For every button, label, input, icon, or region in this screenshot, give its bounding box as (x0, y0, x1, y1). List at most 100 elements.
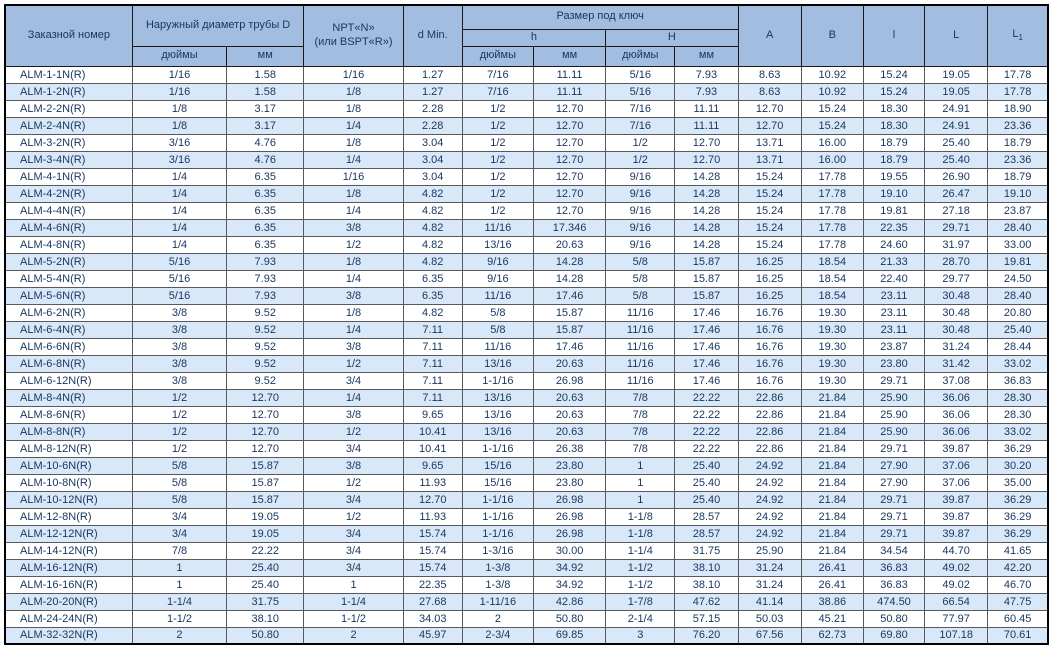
value-cell: 3.04 (402, 167, 463, 186)
value-cell: 21.84 (800, 507, 864, 526)
header-H-mm: мм (674, 45, 739, 67)
value-cell: 1/4 (131, 218, 228, 237)
value-cell: 11.11 (532, 65, 607, 84)
value-cell: 7.93 (226, 269, 305, 288)
value-cell: 7/8 (605, 405, 676, 424)
value-cell: 1/4 (131, 235, 228, 254)
value-cell: 1/2 (605, 150, 676, 169)
value-cell: 17.78 (800, 218, 864, 237)
value-cell: 69.85 (532, 626, 607, 645)
value-cell: 31.75 (226, 592, 305, 611)
value-cell: 18.79 (987, 167, 1049, 186)
table-row: ALM-1-2N(R) 1/16 1.58 1/8 1.27 7/16 11.11 5/16 7… (4, 82, 1049, 101)
value-cell: 3.04 (402, 133, 463, 152)
value-cell: 24.91 (924, 116, 989, 135)
value-cell: 60.45 (987, 609, 1049, 628)
value-cell: 15/16 (461, 473, 534, 492)
value-cell: 28.30 (987, 405, 1049, 424)
value-cell: 39.87 (924, 490, 989, 509)
value-cell: 3/4 (303, 541, 404, 560)
value-cell: 19.81 (862, 201, 926, 220)
value-cell: 9.52 (226, 354, 305, 373)
value-cell: 3/4 (303, 558, 404, 577)
header-h-upper: H (605, 28, 739, 47)
table-row: ALM-12-8N(R) 3/4 19.05 1/2 11.93 1-1/16 26.98 1… (4, 507, 1049, 526)
value-cell: 6.35 (226, 218, 305, 237)
value-cell: 1 (605, 456, 676, 475)
value-cell: 9/16 (605, 184, 676, 203)
value-cell: 21.33 (862, 252, 926, 271)
value-cell: 3/16 (131, 133, 228, 152)
value-cell: 15/16 (461, 456, 534, 475)
value-cell: 21.84 (800, 524, 864, 543)
order-number-cell: ALM-24-24N(R) (4, 609, 133, 628)
order-number-cell: ALM-20-20N(R) (4, 592, 133, 611)
value-cell: 49.02 (924, 558, 989, 577)
value-cell: 47.75 (987, 592, 1049, 611)
value-cell: 14.28 (674, 218, 739, 237)
value-cell: 1/16 (131, 82, 228, 101)
header-l1-base: L (1012, 28, 1019, 41)
value-cell: 4.76 (226, 133, 305, 152)
value-cell: 66.54 (924, 592, 989, 611)
value-cell: 1 (131, 558, 228, 577)
value-cell: 5/8 (131, 456, 228, 475)
value-cell: 28.40 (987, 218, 1049, 237)
value-cell: 28.70 (924, 252, 989, 271)
value-cell: 19.30 (800, 354, 864, 373)
value-cell: 7.93 (674, 65, 739, 84)
value-cell: 13/16 (461, 422, 534, 441)
value-cell: 2 (461, 609, 534, 628)
value-cell: 21.84 (800, 456, 864, 475)
value-cell: 7.11 (402, 354, 463, 373)
table-row: ALM-10-8N(R) 5/8 15.87 1/2 11.93 15/16 23.80 1 2… (4, 473, 1049, 492)
dimensions-table: Заказной номер Наружный диаметр трубы D … (4, 4, 1049, 645)
value-cell: 12.70 (532, 167, 607, 186)
value-cell: 3/8 (303, 405, 404, 424)
value-cell: 3/8 (131, 320, 228, 339)
value-cell: 18.30 (862, 116, 926, 135)
value-cell: 34.54 (862, 541, 926, 560)
value-cell: 25.90 (862, 388, 926, 407)
value-cell: 21.84 (800, 388, 864, 407)
value-cell: 474.50 (862, 592, 926, 611)
table-row: ALM-2-4N(R) 1/8 3.17 1/4 2.28 1/2 12.70 7/16 11.… (4, 116, 1049, 135)
value-cell: 1/2 (303, 422, 404, 441)
value-cell: 22.40 (862, 269, 926, 288)
value-cell: 17.346 (532, 218, 607, 237)
value-cell: 22.35 (402, 575, 463, 594)
value-cell: 17.46 (674, 371, 739, 390)
table-row: ALM-10-12N(R) 5/8 15.87 3/4 12.70 1-1/16 26.98… (4, 490, 1049, 509)
value-cell: 31.24 (924, 337, 989, 356)
value-cell: 18.54 (800, 252, 864, 271)
value-cell: 39.87 (924, 507, 989, 526)
value-cell: 36.06 (924, 405, 989, 424)
value-cell: 25.40 (226, 575, 305, 594)
value-cell: 26.47 (924, 184, 989, 203)
table-row: ALM-4-2N(R) 1/4 6.35 1/8 4.82 1/2 12.70 9/16 14.… (4, 184, 1049, 203)
value-cell: 7.93 (226, 252, 305, 271)
value-cell: 7.93 (226, 286, 305, 305)
value-cell: 12.70 (674, 133, 739, 152)
value-cell: 5/16 (131, 286, 228, 305)
value-cell: 6.35 (226, 201, 305, 220)
value-cell: 15.24 (800, 116, 864, 135)
order-number-cell: ALM-10-8N(R) (4, 473, 133, 492)
value-cell: 9/16 (605, 201, 676, 220)
value-cell: 44.70 (924, 541, 989, 560)
value-cell: 16.76 (737, 354, 802, 373)
value-cell: 2 (131, 626, 228, 645)
table-row: ALM-4-6N(R) 1/4 6.35 3/8 4.82 11/16 17.346 9/16… (4, 218, 1049, 237)
value-cell: 3/8 (131, 337, 228, 356)
value-cell: 1-3/8 (461, 575, 534, 594)
value-cell: 34.92 (532, 558, 607, 577)
value-cell: 23.11 (862, 303, 926, 322)
value-cell: 1-1/16 (461, 507, 534, 526)
value-cell: 50.80 (532, 609, 607, 628)
value-cell: 1-1/4 (131, 592, 228, 611)
value-cell: 8.63 (737, 82, 802, 101)
value-cell: 28.57 (674, 507, 739, 526)
value-cell: 15.24 (737, 184, 802, 203)
value-cell: 28.44 (987, 337, 1049, 356)
value-cell: 25.40 (987, 320, 1049, 339)
